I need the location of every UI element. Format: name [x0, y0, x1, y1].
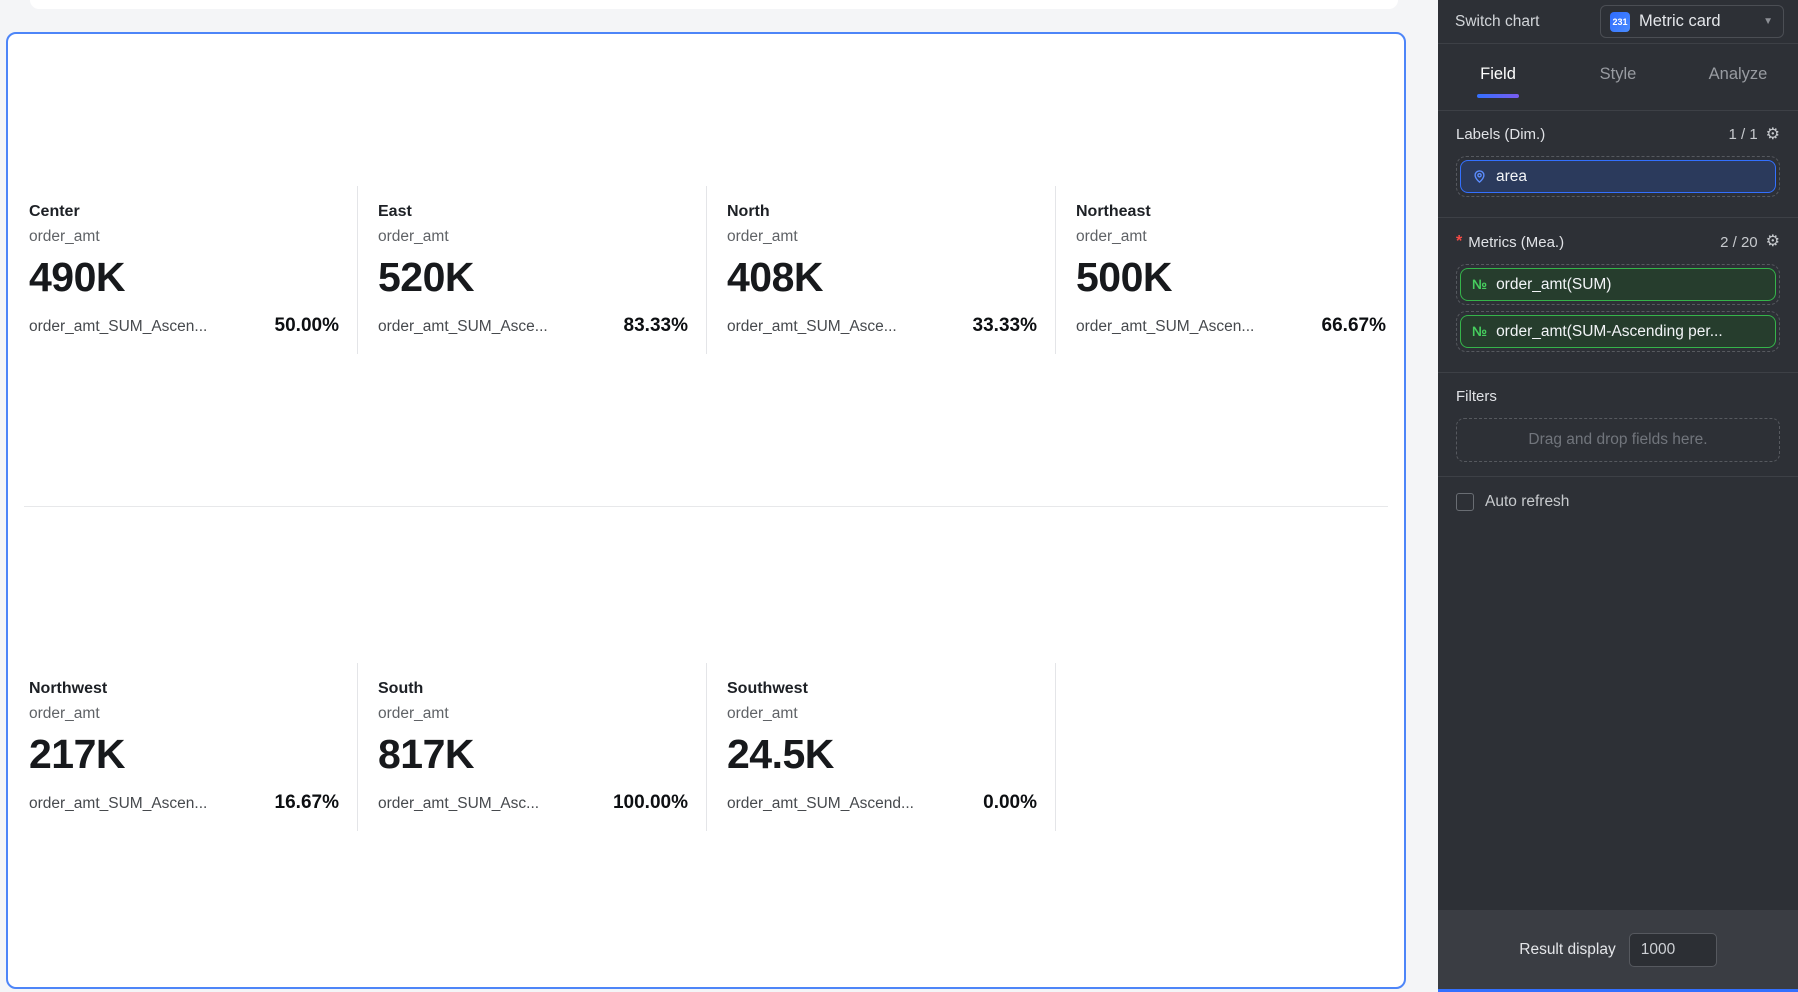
- tab-analyze[interactable]: Analyze: [1708, 64, 1768, 83]
- card-sub-metric-label: order_amt_SUM_Ascend...: [727, 794, 914, 812]
- number-field-icon: №: [1472, 277, 1488, 292]
- metric-card-south: South order_amt 817K order_amt_SUM_Asc..…: [357, 507, 706, 987]
- auto-refresh-checkbox[interactable]: [1456, 493, 1474, 511]
- chevron-down-icon: ▼: [1763, 16, 1773, 27]
- card-value: 217K: [29, 731, 126, 778]
- chart-type-dropdown[interactable]: 231 Metric card ▼: [1600, 5, 1784, 38]
- metric-card-chart-canvas[interactable]: Center order_amt 490K order_amt_SUM_Asce…: [6, 32, 1406, 989]
- metric-card-empty-cell: [1055, 507, 1404, 987]
- metric-field-wrap[interactable]: № order_amt(SUM): [1456, 264, 1780, 305]
- tab-field[interactable]: Field: [1438, 55, 1558, 100]
- card-value: 520K: [378, 254, 475, 301]
- measure-field-label: order_amt(SUM): [1496, 275, 1612, 293]
- auto-refresh-section: Auto refresh: [1438, 477, 1798, 910]
- measure-field-order-amt-sum-ascending[interactable]: № order_amt(SUM-Ascending per...: [1460, 315, 1776, 348]
- metrics-field-count: 2 / 20: [1720, 233, 1758, 251]
- labels-dimension-section: Labels (Dim.) 1 / 1 ⚙ area: [1438, 111, 1798, 218]
- card-metric-label: order_amt: [29, 705, 100, 723]
- card-percent-value: 66.67%: [1321, 314, 1386, 336]
- card-sub-metric-label: order_amt_SUM_Ascen...: [1076, 317, 1255, 335]
- metric-card-southwest: Southwest order_amt 24.5K order_amt_SUM_…: [706, 507, 1055, 987]
- card-percent-value: 16.67%: [274, 791, 339, 813]
- card-sub-metric-label: order_amt_SUM_Ascen...: [29, 794, 208, 812]
- switch-chart-row: Switch chart 231 Metric card ▼: [1438, 0, 1798, 44]
- filters-section-title: Filters: [1456, 388, 1497, 405]
- auto-refresh-label: Auto refresh: [1485, 493, 1570, 510]
- card-region-label: North: [727, 203, 770, 221]
- switch-chart-label: Switch chart: [1455, 12, 1540, 30]
- metric-card-northeast: Northeast order_amt 500K order_amt_SUM_A…: [1055, 34, 1404, 506]
- card-metric-label: order_amt: [378, 228, 449, 246]
- filters-section: Filters Drag and drop fields here.: [1438, 373, 1798, 477]
- metric-field-wrap[interactable]: № order_amt(SUM-Ascending per...: [1456, 311, 1780, 352]
- card-region-label: Northeast: [1076, 203, 1151, 221]
- card-sub-metric-label: order_amt_SUM_Ascen...: [29, 317, 208, 335]
- card-sub-metric-label: order_amt_SUM_Asce...: [378, 317, 548, 335]
- metrics-measure-section: * Metrics (Mea.) 2 / 20 ⚙ № order_amt(SU…: [1438, 218, 1798, 373]
- location-pin-icon: [1472, 169, 1487, 184]
- card-metric-label: order_amt: [727, 705, 798, 723]
- metric-card-east: East order_amt 520K order_amt_SUM_Asce..…: [357, 34, 706, 506]
- cards-row-bottom: Northwest order_amt 217K order_amt_SUM_A…: [8, 507, 1404, 987]
- metric-card-northwest: Northwest order_amt 217K order_amt_SUM_A…: [8, 507, 357, 987]
- dimension-field-label: area: [1496, 167, 1528, 185]
- tab-style[interactable]: Style: [1599, 64, 1637, 83]
- card-region-label: East: [378, 203, 412, 221]
- chart-config-panel: Switch chart 231 Metric card ▼ Field Sty…: [1438, 0, 1798, 992]
- card-metric-label: order_amt: [727, 228, 798, 246]
- required-asterisk: *: [1456, 233, 1463, 250]
- card-metric-label: order_amt: [29, 228, 100, 246]
- card-region-label: Southwest: [727, 680, 808, 698]
- gear-icon[interactable]: ⚙: [1765, 125, 1780, 143]
- card-sub-metric-label: order_amt_SUM_Asce...: [727, 317, 897, 335]
- card-value: 24.5K: [727, 731, 834, 778]
- cards-row-top: Center order_amt 490K order_amt_SUM_Asce…: [8, 34, 1404, 506]
- dimension-field-area[interactable]: area: [1460, 160, 1776, 193]
- result-display-bar: Result display: [1438, 910, 1798, 989]
- filters-dropzone-placeholder: Drag and drop fields here.: [1528, 431, 1708, 448]
- card-percent-value: 50.00%: [274, 314, 339, 336]
- metric-card-center: Center order_amt 490K order_amt_SUM_Asce…: [8, 34, 357, 506]
- card-value: 817K: [378, 731, 475, 778]
- labels-section-title: Labels (Dim.): [1456, 126, 1546, 143]
- top-card-edge: [30, 0, 1398, 9]
- auto-refresh-toggle[interactable]: Auto refresh: [1456, 493, 1780, 511]
- card-metric-label: order_amt: [1076, 228, 1147, 246]
- card-percent-value: 83.33%: [623, 314, 688, 336]
- metric-card-north: North order_amt 408K order_amt_SUM_Asce.…: [706, 34, 1055, 506]
- card-sub-metric-label: order_amt_SUM_Asc...: [378, 794, 540, 812]
- panel-bottom-accent: [1438, 989, 1798, 992]
- measure-field-label: order_amt(SUM-Ascending per...: [1496, 322, 1723, 340]
- measure-field-order-amt-sum[interactable]: № order_amt(SUM): [1460, 268, 1776, 301]
- labels-drop-area[interactable]: area: [1456, 156, 1780, 197]
- card-region-label: South: [378, 680, 424, 698]
- card-percent-value: 100.00%: [612, 791, 688, 813]
- card-value: 500K: [1076, 254, 1173, 301]
- card-region-label: Northwest: [29, 680, 108, 698]
- chart-type-selected-value: Metric card: [1639, 12, 1721, 30]
- card-region-label: Center: [29, 203, 80, 221]
- metric-card-chart-icon: 231: [1610, 11, 1630, 32]
- gear-icon[interactable]: ⚙: [1765, 233, 1780, 250]
- result-display-label: Result display: [1519, 940, 1616, 958]
- card-percent-value: 0.00%: [983, 791, 1037, 813]
- panel-tabs: Field Style Analyze: [1438, 44, 1798, 111]
- card-metric-label: order_amt: [378, 705, 449, 723]
- number-field-icon: №: [1472, 324, 1488, 339]
- card-value: 408K: [727, 254, 824, 301]
- card-percent-value: 33.33%: [972, 314, 1037, 336]
- metrics-section-title: Metrics (Mea.): [1468, 233, 1565, 251]
- filters-dropzone[interactable]: Drag and drop fields here.: [1456, 418, 1780, 462]
- result-display-input[interactable]: [1628, 932, 1717, 967]
- labels-field-count: 1 / 1: [1728, 126, 1758, 143]
- card-value: 490K: [29, 254, 126, 301]
